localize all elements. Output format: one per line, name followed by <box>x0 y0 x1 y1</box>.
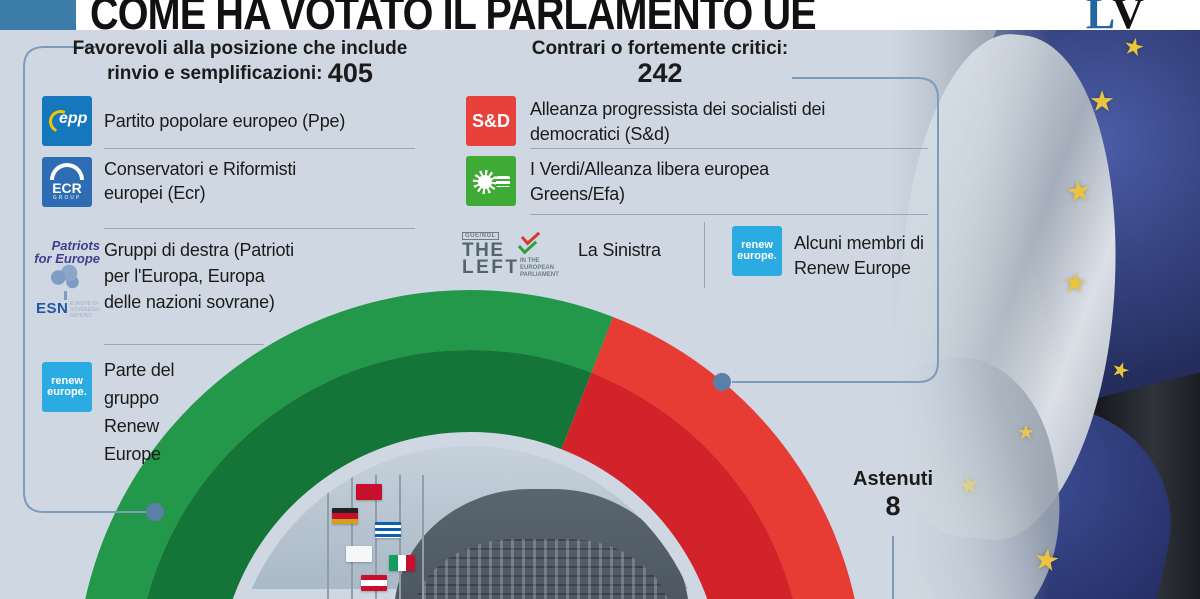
renew-logo-line1: renew <box>51 375 83 387</box>
esn-tree-icon <box>48 264 82 294</box>
favorevoli-dot <box>146 503 164 521</box>
party-label-renew-part: Parte del gruppo Renew Europe <box>104 360 175 464</box>
masthead-letter-v: V <box>1112 0 1144 30</box>
ecr-arch-icon <box>50 163 84 180</box>
divider <box>104 148 415 149</box>
party-label-ppe: Partito popolare europeo (Ppe) <box>104 111 346 131</box>
greens-sun-icon <box>473 170 497 194</box>
astenuti-block: Astenuti 8 <box>833 468 953 521</box>
parliament-photo-circle <box>232 446 708 599</box>
member-flag <box>374 522 401 539</box>
flag-pole <box>327 474 330 599</box>
flag-pole <box>351 474 353 599</box>
astenuti-label: Astenuti <box>853 468 933 490</box>
the-left-logo: GUE/NGL THE LEFT IN THE EUROPEAN PARLIAM… <box>462 224 572 286</box>
party-label-ecr: Conservatori e Riformisti europei (Ecr) <box>104 159 297 203</box>
party-label-renew-some: Alcuni membri di Renew Europe <box>794 233 924 278</box>
member-flag <box>346 545 373 562</box>
title-accent-square <box>0 0 76 30</box>
ecr-logo: ECR GROUP <box>42 157 92 207</box>
epp-logo: epp <box>42 96 92 146</box>
flag-pole <box>422 474 425 599</box>
renew-europe-logo-right: renew europe. <box>732 226 782 276</box>
page-title: COME HA VOTATO IL PARLAMENTO UE <box>90 0 817 30</box>
sd-logo-text: S&D <box>471 110 510 131</box>
member-flag <box>355 484 382 501</box>
theleft-check-icon <box>516 226 544 255</box>
party-label-destra: Gruppi di destra (Patrioti per l'Europa,… <box>104 240 294 312</box>
contrari-count: 242 <box>637 58 683 88</box>
renew-europe-logo: renew europe. <box>42 362 92 412</box>
theleft-logo-line2: LEFT <box>462 257 520 278</box>
patriots-for-europe-logo: Patriots for Europe <box>16 239 100 265</box>
contrari-dot <box>713 373 731 391</box>
theleft-logo-line1: THE <box>462 240 505 261</box>
ecr-logo-text: ECR <box>52 180 82 196</box>
contrari-heading: Contrari o fortemente critici: 242 <box>495 37 825 87</box>
party-label-sd: Alleanza progressista dei socialisti dei… <box>530 99 826 144</box>
sd-logo: S&D <box>466 96 516 146</box>
patriots-logo-line2: for Europe <box>34 251 100 266</box>
patriots-logo-line1: Patriots <box>51 238 100 253</box>
esn-tree-trunk <box>64 291 67 300</box>
party-label-sinistra: La Sinistra <box>578 240 661 260</box>
renew-logo-line2: europe. <box>47 386 87 398</box>
divider <box>104 228 415 229</box>
gauge-segment-1 <box>591 316 855 599</box>
renew-logo-line1: renew <box>741 239 773 251</box>
favorevoli-count: 405 <box>327 58 373 88</box>
favorevoli-heading: Favorevoli alla posizione che include ri… <box>70 37 410 87</box>
greens-flag-icon <box>496 176 510 187</box>
contrari-bracket <box>732 77 939 383</box>
panel-photo-blend <box>845 30 1050 599</box>
divider-vertical <box>704 222 705 288</box>
gauge-segment-1 <box>560 372 793 599</box>
greens-efa-logo <box>466 156 516 206</box>
divider <box>530 148 928 149</box>
title-bar: COME HA VOTATO IL PARLAMENTO UE LV <box>0 0 1200 30</box>
esn-logo-text: ESN <box>36 300 69 317</box>
lv-masthead-logo: LV <box>1086 0 1144 30</box>
gauge-segment-0 <box>85 290 614 599</box>
contrari-heading-line1: Contrari o fortemente critici: <box>531 38 789 59</box>
favorevoli-bracket <box>23 46 146 513</box>
divider <box>530 214 928 215</box>
gauge-segment-0 <box>147 350 592 599</box>
member-flag <box>360 574 387 591</box>
theleft-logo-side-text: IN THE EUROPEAN PARLIAMENT <box>520 258 559 278</box>
astenuti-count: 8 <box>885 491 901 521</box>
favorevoli-heading-line2: rinvio e semplificazioni: <box>107 63 323 84</box>
member-flag <box>389 555 416 572</box>
favorevoli-heading-line1: Favorevoli alla posizione che include <box>72 38 408 59</box>
epp-logo-text: epp <box>59 110 88 127</box>
divider <box>104 344 264 345</box>
gue-ngl-tag: GUE/NGL <box>462 232 499 240</box>
masthead-letter-l: L <box>1085 0 1116 30</box>
eu-flag-star: ★ <box>1089 86 1115 118</box>
ecr-logo-subtext: GROUP <box>52 195 82 201</box>
party-label-greens: I Verdi/Alleanza libera europea Greens/E… <box>530 159 769 204</box>
renew-logo-line2: europe. <box>737 250 777 262</box>
member-flag <box>331 507 358 524</box>
esn-logo-subtext: EUROPE OF SOVEREIGN NATIONS <box>70 301 100 319</box>
